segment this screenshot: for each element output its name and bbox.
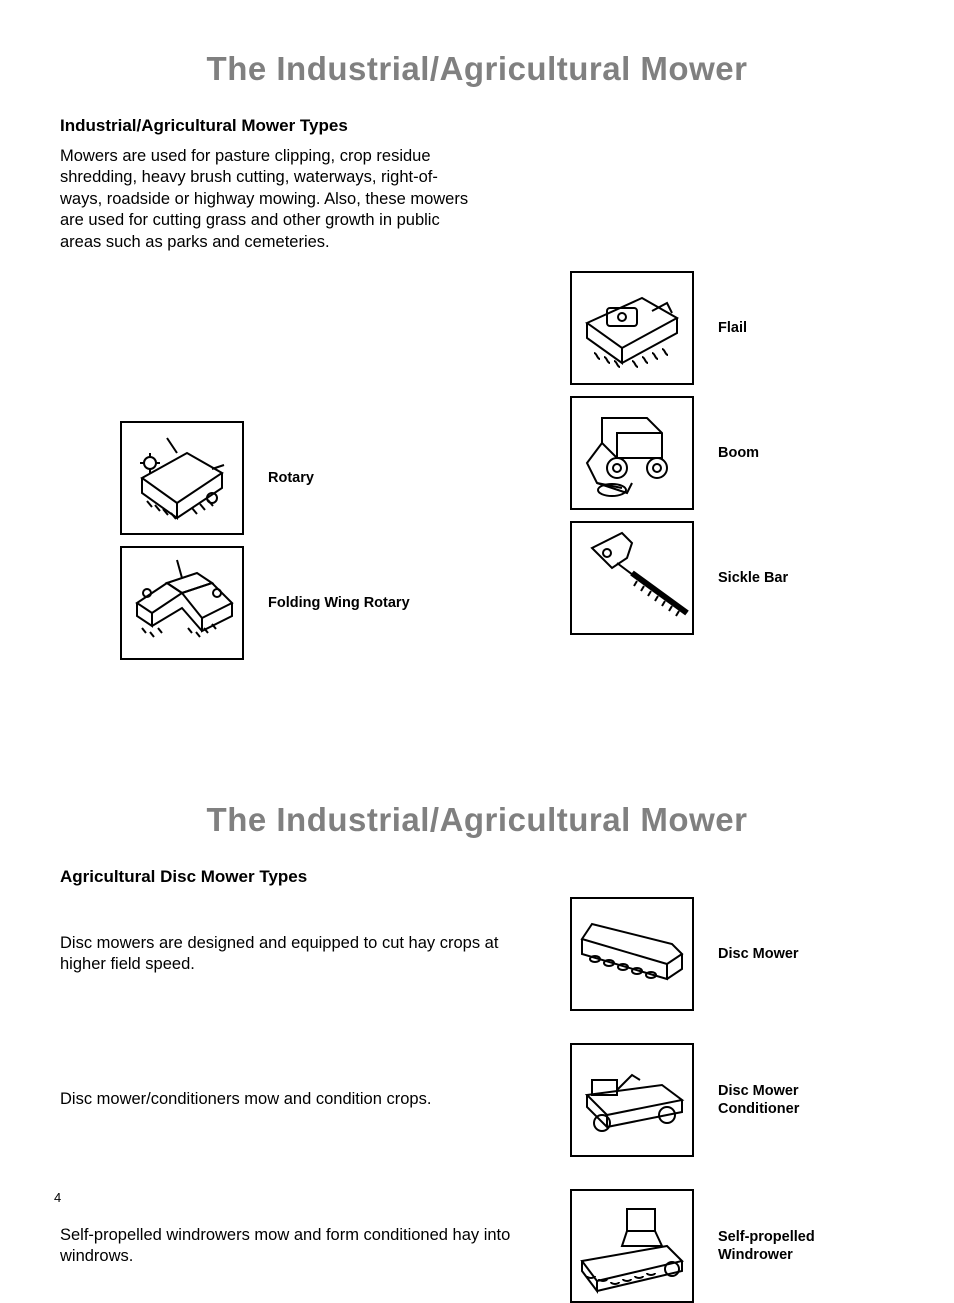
folding-wing-rotary-icon <box>120 546 244 660</box>
row-disc-mower-conditioner: Disc mower/conditioners mow and conditio… <box>60 1043 894 1157</box>
disc-mower-conditioner-icon <box>570 1043 694 1157</box>
caption-folding-wing-rotary: Folding Wing Rotary <box>268 594 410 612</box>
section2-subhead: Agricultural Disc Mower Types <box>60 867 894 887</box>
caption-self-propelled-windrower: Self-propelled Windrower <box>718 1228 878 1264</box>
caption-flail: Flail <box>718 319 747 337</box>
page-number: 4 <box>54 1190 61 1205</box>
caption-disc-mower-conditioner: Disc Mower Conditioner <box>718 1082 878 1118</box>
section1-intro: Mowers are used for pasture clipping, cr… <box>60 146 480 253</box>
caption-rotary: Rotary <box>268 469 314 487</box>
section2: The Industrial/Agricultural Mower Agricu… <box>60 801 894 1303</box>
item-sickle-bar: Sickle Bar <box>570 521 788 635</box>
boom-mower-icon <box>570 396 694 510</box>
self-propelled-windrower-icon <box>570 1189 694 1303</box>
row-disc-mower: Disc mowers are designed and equipped to… <box>60 897 894 1011</box>
rotary-mower-icon <box>120 421 244 535</box>
desc-disc-mower: Disc mowers are designed and equipped to… <box>60 933 550 976</box>
section2-title: The Industrial/Agricultural Mower <box>60 801 894 839</box>
mower-types-grid: Rotary Folding Wing Rotary <box>60 271 894 691</box>
disc-mower-icon <box>570 897 694 1011</box>
flail-mower-icon <box>570 271 694 385</box>
item-flail: Flail <box>570 271 747 385</box>
document-page: The Industrial/Agricultural Mower Indust… <box>0 0 954 1235</box>
section1-subhead: Industrial/Agricultural Mower Types <box>60 116 894 136</box>
section1-title: The Industrial/Agricultural Mower <box>60 50 894 88</box>
desc-disc-mower-conditioner: Disc mower/conditioners mow and conditio… <box>60 1089 550 1110</box>
item-folding-wing-rotary: Folding Wing Rotary <box>120 546 410 660</box>
caption-boom: Boom <box>718 444 759 462</box>
item-boom: Boom <box>570 396 759 510</box>
caption-sickle-bar: Sickle Bar <box>718 569 788 587</box>
desc-self-propelled-windrower: Self-propelled windrowers mow and form c… <box>60 1225 550 1268</box>
row-self-propelled-windrower: Self-propelled windrowers mow and form c… <box>60 1189 894 1303</box>
sickle-bar-icon <box>570 521 694 635</box>
caption-disc-mower: Disc Mower <box>718 945 799 963</box>
item-rotary: Rotary <box>120 421 314 535</box>
